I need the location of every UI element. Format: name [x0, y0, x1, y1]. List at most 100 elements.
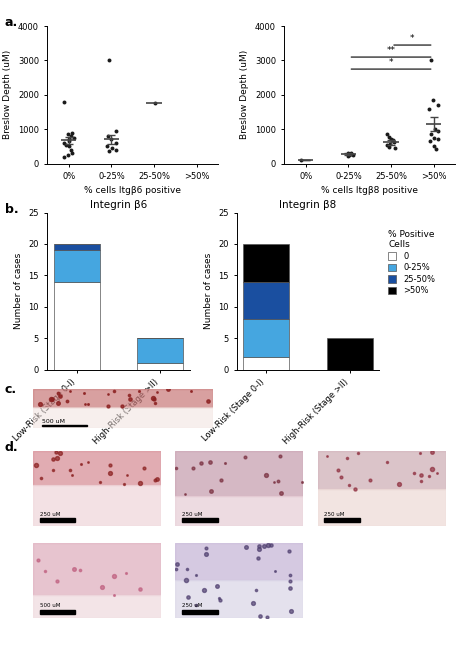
Point — [109, 143, 116, 153]
Point — [347, 148, 355, 159]
Text: a.: a. — [5, 16, 18, 29]
Point — [425, 103, 433, 114]
Bar — [33, 543, 161, 595]
Bar — [175, 451, 303, 496]
Bar — [182, 518, 218, 522]
Legend: 0, 0-25%, 25-50%, >50%: 0, 0-25%, 25-50%, >50% — [388, 230, 435, 295]
Title: Integrin β8: Integrin β8 — [280, 200, 337, 211]
Bar — [33, 485, 161, 526]
Point — [387, 133, 395, 144]
Bar — [318, 489, 446, 526]
Point — [112, 138, 119, 148]
Text: 250 uM: 250 uM — [39, 511, 60, 517]
Bar — [54, 250, 100, 282]
Bar — [244, 282, 289, 319]
Point — [385, 141, 392, 152]
Bar — [33, 407, 213, 428]
Bar — [33, 389, 213, 407]
Point — [151, 98, 158, 109]
Title: Integrin β6: Integrin β6 — [90, 200, 147, 211]
Point — [298, 155, 305, 165]
Point — [391, 137, 398, 147]
Point — [65, 141, 73, 152]
Point — [105, 146, 112, 157]
Text: *: * — [410, 34, 415, 43]
Point — [105, 56, 113, 66]
Point — [67, 145, 74, 155]
Point — [385, 131, 392, 142]
Bar — [137, 338, 183, 363]
Point — [430, 133, 438, 143]
Text: 250 uM: 250 uM — [182, 511, 202, 517]
Text: 500 uM: 500 uM — [42, 419, 65, 424]
Y-axis label: Breslow Depth (uM): Breslow Depth (uM) — [3, 50, 12, 139]
Point — [426, 136, 434, 146]
Point — [61, 151, 68, 162]
Text: **: ** — [387, 46, 395, 56]
Point — [386, 139, 393, 149]
Text: b.: b. — [5, 203, 18, 216]
Y-axis label: Breslow Depth (uM): Breslow Depth (uM) — [240, 50, 249, 139]
Y-axis label: Number of cases: Number of cases — [14, 253, 23, 329]
Point — [383, 129, 391, 139]
Bar — [137, 363, 183, 370]
Bar — [42, 425, 87, 426]
Bar — [244, 357, 289, 370]
Point — [103, 141, 110, 152]
Point — [429, 95, 437, 105]
Point — [65, 136, 73, 146]
Point — [389, 135, 397, 146]
Point — [392, 143, 399, 153]
Point — [67, 131, 75, 141]
Bar — [33, 595, 161, 618]
Point — [68, 128, 75, 138]
Point — [61, 96, 68, 107]
Bar — [33, 451, 161, 485]
Point — [68, 148, 76, 158]
Bar — [327, 338, 373, 370]
Y-axis label: Number of cases: Number of cases — [204, 253, 213, 329]
Text: c.: c. — [5, 383, 17, 396]
Point — [345, 150, 352, 161]
Point — [64, 150, 71, 160]
Bar — [39, 518, 75, 522]
Point — [432, 144, 440, 154]
Bar — [39, 610, 75, 613]
Point — [63, 139, 70, 150]
Bar — [175, 496, 303, 526]
Point — [349, 149, 357, 160]
Point — [345, 150, 353, 160]
Point — [105, 131, 112, 141]
Bar — [244, 244, 289, 282]
Point — [431, 124, 438, 134]
Bar — [175, 543, 303, 581]
Point — [427, 56, 435, 66]
Point — [344, 148, 352, 158]
Bar — [54, 282, 100, 370]
Point — [435, 126, 442, 136]
Point — [347, 147, 355, 158]
Point — [427, 129, 435, 139]
Point — [434, 134, 442, 145]
Bar — [324, 518, 360, 522]
Point — [61, 138, 68, 148]
Text: 500 uM: 500 uM — [39, 603, 60, 608]
Bar — [175, 581, 303, 618]
Text: 250 uM: 250 uM — [324, 511, 344, 517]
Point — [107, 134, 115, 145]
Text: *: * — [389, 58, 393, 67]
Bar — [318, 451, 446, 489]
Point — [430, 141, 438, 152]
Point — [434, 100, 442, 111]
Bar — [54, 244, 100, 250]
Bar — [182, 610, 218, 613]
Text: 250 uM: 250 uM — [182, 603, 202, 608]
Bar — [244, 319, 289, 357]
Point — [112, 145, 120, 155]
X-axis label: % cells Itgβ8 positive: % cells Itgβ8 positive — [321, 186, 418, 196]
X-axis label: % cells Itgβ6 positive: % cells Itgβ6 positive — [84, 186, 181, 196]
Point — [112, 126, 119, 136]
Text: d.: d. — [5, 441, 18, 455]
Point — [65, 134, 73, 145]
Point — [64, 129, 72, 139]
